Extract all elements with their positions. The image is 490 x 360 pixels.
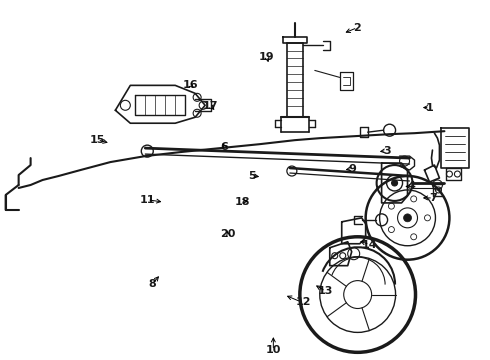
Text: 4: 4 [407, 181, 415, 192]
Text: 9: 9 [348, 163, 356, 174]
Text: 20: 20 [220, 229, 236, 239]
Circle shape [404, 214, 412, 222]
Text: 5: 5 [248, 171, 256, 181]
Text: 19: 19 [259, 52, 275, 62]
Text: 7: 7 [429, 193, 437, 203]
Text: 16: 16 [182, 80, 198, 90]
Text: 11: 11 [140, 195, 155, 205]
Text: 1: 1 [426, 103, 434, 113]
Text: 13: 13 [318, 286, 333, 296]
Text: 15: 15 [90, 135, 105, 145]
Text: 2: 2 [353, 23, 361, 33]
Text: 14: 14 [362, 239, 377, 249]
Text: 17: 17 [203, 102, 219, 112]
Text: 18: 18 [235, 197, 250, 207]
Text: 6: 6 [220, 142, 228, 152]
Text: 10: 10 [266, 345, 281, 355]
Text: 3: 3 [383, 145, 391, 156]
Text: 8: 8 [148, 279, 156, 289]
Circle shape [392, 180, 397, 186]
Text: 12: 12 [296, 297, 311, 307]
